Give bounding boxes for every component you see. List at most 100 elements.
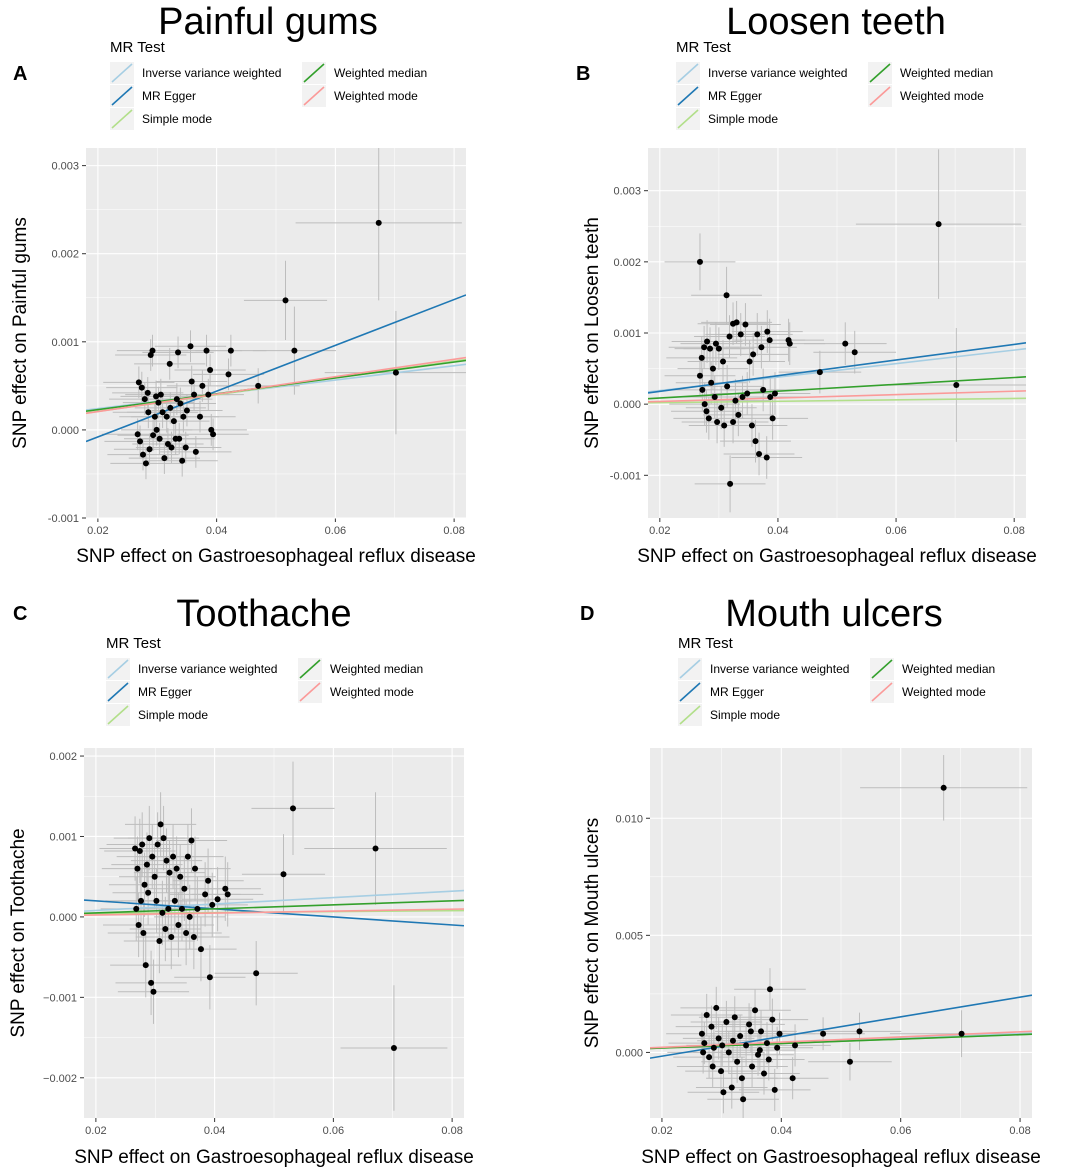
panel-letter: C [13, 603, 27, 625]
data-point [719, 1042, 726, 1049]
legend: MR Test Inverse variance weighted MR Egger… [676, 39, 993, 130]
data-point [729, 1037, 736, 1044]
legend: MR Test Inverse variance weighted MR Egger… [678, 635, 995, 726]
data-point [704, 338, 711, 345]
data-point [197, 413, 203, 420]
data-point [168, 934, 175, 941]
data-point [153, 393, 160, 400]
chart-title: Mouth ulcers [725, 593, 943, 635]
data-point [157, 391, 164, 398]
x-axis-label: SNP effect on Gastroesophageal reflux di… [74, 1147, 474, 1168]
data-point [763, 1040, 770, 1047]
data-point [392, 369, 399, 376]
data-point [209, 901, 216, 908]
data-point [205, 391, 212, 398]
data-point [755, 1051, 762, 1058]
panel-loosen-teeth: Loosen teeth B MR Test Inverse variance wei… [536, 0, 1072, 588]
regression-line-weighted-mode [84, 908, 464, 916]
legend-label: Weighted median [330, 662, 423, 676]
legend-label: Weighted mode [334, 89, 418, 103]
regression-line-weighted-mode [648, 390, 1026, 403]
data-point [146, 835, 153, 842]
data-point [176, 435, 183, 442]
data-point [713, 1004, 720, 1011]
data-point [188, 378, 195, 385]
data-point [138, 897, 144, 904]
legend-label: Weighted median [334, 66, 427, 80]
data-point [194, 905, 201, 912]
data-point [183, 407, 190, 414]
data-point [711, 394, 718, 401]
data-point [789, 1075, 796, 1082]
data-point [135, 379, 142, 386]
data-point [708, 1023, 715, 1030]
data-point [290, 805, 296, 812]
data-point [143, 861, 150, 868]
data-point [743, 1042, 750, 1049]
data-point [701, 401, 708, 408]
data-point [727, 480, 734, 487]
data-point [760, 386, 767, 393]
data-point [738, 1075, 745, 1082]
data-point [134, 865, 141, 872]
y-tick-label: 0.000 [615, 1047, 643, 1059]
data-point [151, 873, 158, 880]
data-point [181, 885, 188, 892]
data-point [733, 319, 740, 326]
data-point [731, 1014, 738, 1021]
data-point [746, 1021, 753, 1028]
x-axis-label: SNP effect on Gastroesophageal reflux di… [637, 546, 1037, 567]
data-point [168, 444, 175, 451]
y-tick-label: −0.002 [43, 1073, 77, 1085]
data-point [712, 340, 719, 347]
legend-key-line [107, 705, 129, 725]
y-tick-label: -0.001 [48, 513, 79, 525]
y-axis-label: SNP effect on Toothache [8, 828, 29, 1037]
data-point [224, 891, 231, 898]
regression-line-weighted-mode [86, 356, 466, 415]
data-point [156, 435, 163, 442]
x-tick-label: 0.02 [87, 525, 108, 537]
data-point [774, 1044, 781, 1051]
data-point [205, 877, 212, 884]
regression-line-mr-egger [84, 899, 464, 927]
data-point [754, 331, 761, 338]
legend-label: Inverse variance weighted [708, 66, 847, 80]
data-point [728, 1084, 735, 1091]
data-point [199, 382, 206, 389]
data-point [765, 1056, 772, 1063]
data-point [766, 986, 773, 993]
data-point [752, 1007, 759, 1014]
data-point [182, 444, 189, 451]
data-point [150, 432, 157, 439]
data-point [291, 347, 298, 354]
data-point [132, 845, 139, 852]
data-point [758, 344, 765, 351]
data-point [372, 845, 379, 852]
y-tick-label: 0.003 [613, 186, 641, 198]
data-point [280, 871, 287, 878]
data-point [744, 390, 751, 397]
regression-line-weighted-median [84, 899, 464, 915]
legend-title: MR Test [678, 635, 734, 652]
data-point [177, 873, 184, 880]
legend-label: Weighted mode [330, 685, 414, 699]
data-point [282, 297, 289, 304]
panel-painful-gums: Painful gums A MR Test Inverse variance wei… [0, 0, 536, 588]
data-point [763, 454, 770, 461]
legend-label: Weighted mode [902, 685, 986, 699]
data-point [149, 347, 156, 354]
data-point [255, 382, 262, 389]
data-point [142, 460, 149, 467]
y-tick-label: 0.000 [613, 399, 641, 411]
chart-title: Painful gums [158, 1, 378, 43]
chart-title: Toothache [176, 593, 351, 635]
legend-key-line [679, 659, 701, 679]
data-point [154, 841, 161, 848]
data-point [151, 413, 158, 420]
data-point [135, 921, 142, 928]
data-point [134, 431, 141, 438]
data-point [734, 1058, 741, 1065]
regression-line-simple-mode [648, 397, 1026, 404]
data-point [737, 331, 744, 338]
